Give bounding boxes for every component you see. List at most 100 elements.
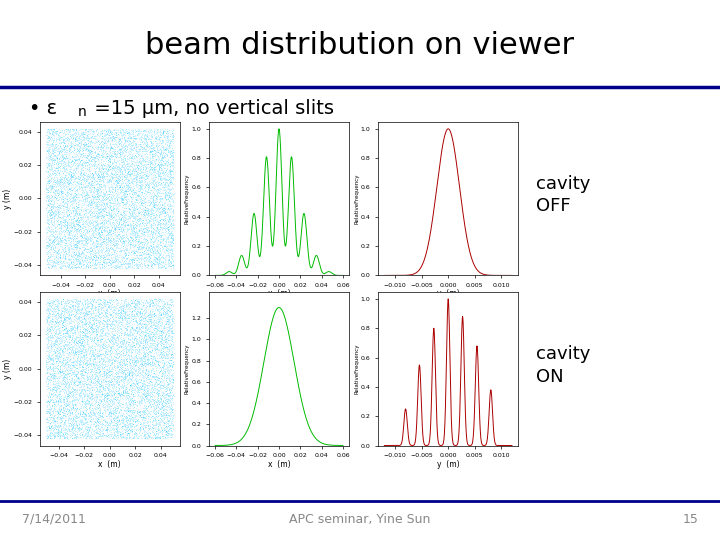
Point	[49, 163, 60, 171]
Point	[108, 389, 120, 397]
Point	[118, 232, 130, 241]
Point	[158, 261, 169, 270]
Point	[107, 144, 118, 152]
Point	[127, 193, 138, 202]
Point	[99, 200, 110, 208]
Point	[145, 224, 157, 232]
Point	[91, 394, 102, 402]
Point	[148, 211, 160, 220]
Point	[120, 311, 131, 320]
Point	[121, 250, 132, 259]
Point	[73, 399, 85, 408]
Point	[50, 227, 61, 236]
Point	[106, 416, 117, 424]
Point	[100, 132, 112, 141]
Point	[92, 400, 104, 408]
Point	[89, 352, 100, 360]
Point	[94, 171, 105, 180]
Point	[155, 173, 166, 182]
Point	[42, 197, 53, 205]
Point	[149, 431, 161, 440]
Point	[106, 151, 117, 159]
Point	[55, 189, 67, 198]
Point	[84, 187, 96, 196]
Point	[82, 366, 94, 374]
Point	[75, 158, 86, 167]
Point	[69, 135, 81, 144]
Point	[103, 395, 114, 404]
Point	[140, 407, 151, 416]
Point	[143, 323, 154, 332]
Point	[92, 352, 104, 360]
Point	[117, 306, 129, 315]
Point	[122, 299, 134, 308]
Point	[164, 388, 176, 396]
Point	[79, 181, 91, 190]
Point	[71, 306, 82, 315]
Point	[109, 210, 121, 218]
Point	[120, 339, 132, 347]
Point	[99, 383, 111, 392]
Point	[92, 207, 104, 216]
Point	[51, 413, 63, 421]
Point	[123, 343, 135, 352]
Point	[166, 302, 177, 310]
Point	[163, 373, 174, 382]
Point	[101, 406, 112, 414]
Point	[45, 205, 57, 213]
Point	[78, 210, 90, 219]
Point	[138, 140, 149, 149]
Point	[48, 181, 60, 190]
Point	[55, 253, 66, 262]
Point	[150, 418, 162, 427]
Point	[46, 323, 58, 332]
Point	[90, 418, 102, 427]
Point	[53, 127, 65, 136]
Point	[163, 326, 175, 334]
Point	[72, 219, 84, 228]
Point	[144, 360, 156, 369]
Point	[60, 158, 71, 167]
Point	[152, 173, 163, 182]
Point	[109, 338, 120, 346]
Point	[109, 399, 120, 407]
Point	[136, 396, 148, 404]
Point	[85, 410, 96, 419]
Point	[58, 380, 69, 389]
Point	[42, 255, 53, 264]
Point	[69, 326, 81, 334]
Point	[86, 308, 98, 317]
Point	[56, 145, 68, 154]
Point	[91, 349, 103, 357]
Point	[108, 381, 120, 390]
Point	[148, 201, 160, 210]
Point	[130, 241, 141, 249]
Point	[43, 150, 55, 158]
Point	[108, 262, 120, 271]
Point	[104, 157, 115, 166]
Point	[45, 342, 57, 351]
Point	[91, 179, 103, 187]
Point	[120, 230, 132, 239]
Point	[114, 312, 126, 321]
Point	[60, 366, 71, 375]
Point	[163, 319, 174, 328]
Point	[96, 205, 107, 214]
Point	[104, 218, 115, 227]
Point	[42, 332, 54, 341]
Point	[147, 361, 158, 369]
Point	[76, 233, 87, 241]
Point	[117, 185, 128, 193]
Point	[48, 156, 60, 164]
Point	[140, 340, 151, 348]
Point	[138, 298, 149, 306]
Point	[99, 188, 110, 197]
Point	[49, 168, 60, 177]
Point	[90, 195, 102, 204]
Point	[45, 330, 56, 339]
Point	[165, 256, 176, 265]
Point	[75, 382, 86, 390]
Point	[43, 215, 55, 224]
Point	[166, 392, 178, 400]
Point	[66, 357, 78, 366]
